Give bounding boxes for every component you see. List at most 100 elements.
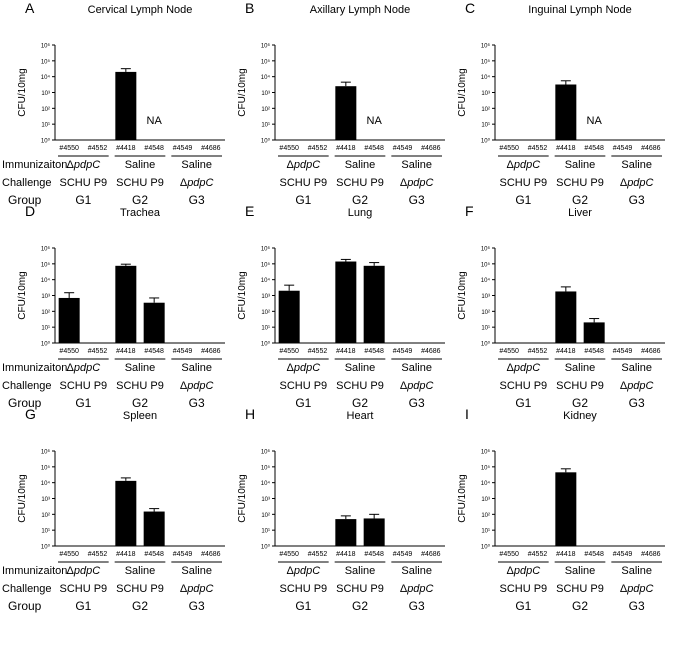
bar xyxy=(115,71,137,140)
immunization-label: Saline xyxy=(565,362,596,374)
y-tick-label: 10¹ xyxy=(481,529,490,535)
x-tick-label: #4548 xyxy=(364,348,384,355)
challenge-text: SCHU P9 xyxy=(556,380,604,392)
panel-letter: E xyxy=(245,203,254,219)
y-tick-label: 10¹ xyxy=(41,326,50,332)
immunization-label: Saline xyxy=(181,159,212,171)
y-tick-label: 10⁶ xyxy=(41,449,51,456)
challenge-label: ΔpdpC xyxy=(620,583,654,595)
immunization-text: Saline xyxy=(345,565,376,577)
group-name: G1 xyxy=(515,599,531,613)
panel-h: H Heart CFU/10mg 10⁰ 10¹ 10² 10³ 10⁴ 10⁵ 10⁶ #4550… xyxy=(237,406,445,613)
challenge-label: ΔpdpC xyxy=(620,380,654,392)
panel-letter: I xyxy=(465,406,469,422)
y-tick-label: 10² xyxy=(261,107,270,113)
y-tick-label: 10⁵ xyxy=(41,58,51,65)
panel-letter: F xyxy=(465,203,474,219)
group-name: G1 xyxy=(295,193,311,207)
y-tick-label: 10² xyxy=(41,310,50,316)
group-name: G3 xyxy=(189,193,205,207)
y-tick-label: 10¹ xyxy=(481,123,490,129)
group-name: G1 xyxy=(295,396,311,410)
x-tick-label: #4418 xyxy=(336,551,356,558)
gene-name: pdpC xyxy=(73,362,100,374)
x-tick-label: #4550 xyxy=(499,145,519,152)
challenge-text: SCHU P9 xyxy=(59,177,107,189)
delta-symbol: Δ xyxy=(507,362,515,374)
y-axis-label: CFU/10mg xyxy=(17,68,28,116)
y-tick-label: 10⁴ xyxy=(481,480,491,487)
y-tick-label: 10¹ xyxy=(261,529,270,535)
immunization-label: ΔpdpC xyxy=(507,159,541,171)
delta-symbol: Δ xyxy=(180,583,188,595)
immunization-text: Saline xyxy=(401,565,432,577)
group-name: G3 xyxy=(409,599,425,613)
y-tick-label: 10³ xyxy=(261,294,270,300)
challenge-label: SCHU P9 xyxy=(336,177,384,189)
immunization-text: Saline xyxy=(125,362,156,374)
challenge-text: SCHU P9 xyxy=(116,583,164,595)
y-tick-label: 10² xyxy=(481,513,490,519)
y-tick-label: 10¹ xyxy=(261,123,270,129)
bar xyxy=(58,297,80,343)
y-axis-label: CFU/10mg xyxy=(457,68,468,116)
group-name: G3 xyxy=(629,396,645,410)
bar xyxy=(143,302,165,343)
x-tick-label: #4418 xyxy=(556,145,576,152)
x-tick-label: #4550 xyxy=(59,145,79,152)
immunization-label: Saline xyxy=(401,565,432,577)
panel-letter: B xyxy=(245,0,254,16)
bar xyxy=(555,84,577,140)
immunization-text: Saline xyxy=(125,565,156,577)
y-tick-label: 10⁰ xyxy=(481,138,491,145)
group-name: G2 xyxy=(572,396,588,410)
group-name: G2 xyxy=(132,396,148,410)
bar xyxy=(363,265,385,343)
challenge-label: SCHU P9 xyxy=(116,380,164,392)
challenge-text: SCHU P9 xyxy=(556,177,604,189)
y-tick-label: 10⁴ xyxy=(481,277,491,284)
challenge-label: SCHU P9 xyxy=(336,583,384,595)
y-tick-label: 10⁶ xyxy=(41,246,51,253)
y-axis-label: CFU/10mg xyxy=(17,271,28,319)
x-tick-label: #4550 xyxy=(499,551,519,558)
row-label-challenge: Challenge xyxy=(2,583,52,595)
x-tick-label: #4418 xyxy=(556,551,576,558)
group-name: G1 xyxy=(295,599,311,613)
challenge-text: SCHU P9 xyxy=(116,380,164,392)
challenge-label: ΔpdpC xyxy=(180,177,214,189)
immunization-text: Saline xyxy=(401,362,432,374)
x-tick-label: #4686 xyxy=(421,551,441,558)
y-tick-label: 10¹ xyxy=(481,326,490,332)
panel-letter: A xyxy=(25,0,35,16)
gene-name: pdpC xyxy=(513,565,540,577)
x-tick-label: #4686 xyxy=(201,145,221,152)
challenge-label: SCHU P9 xyxy=(499,583,547,595)
y-tick-label: 10² xyxy=(41,107,50,113)
immunization-label: ΔpdpC xyxy=(287,159,321,171)
challenge-label: SCHU P9 xyxy=(556,177,604,189)
immunization-text: Saline xyxy=(621,159,652,171)
delta-symbol: Δ xyxy=(67,159,75,171)
gene-name: pdpC xyxy=(513,362,540,374)
y-tick-label: 10³ xyxy=(261,497,270,503)
row-label-group: Group xyxy=(8,599,42,613)
panel-letter: C xyxy=(465,0,475,16)
x-tick-label: #4550 xyxy=(499,348,519,355)
immunization-label: ΔpdpC xyxy=(67,362,101,374)
panel-b: B Axillary Lymph Node CFU/10mg 10⁰ 10¹ 10² 10³… xyxy=(237,0,445,207)
y-tick-label: 10³ xyxy=(41,294,50,300)
x-tick-label: #4686 xyxy=(201,551,221,558)
x-tick-label: #4550 xyxy=(279,551,299,558)
y-axis-label: CFU/10mg xyxy=(457,271,468,319)
immunization-label: ΔpdpC xyxy=(287,362,321,374)
x-tick-label: #4548 xyxy=(364,551,384,558)
immunization-label: Saline xyxy=(565,159,596,171)
x-tick-label: #4549 xyxy=(613,551,633,558)
gene-name: pdpC xyxy=(293,362,320,374)
group-name: G3 xyxy=(189,396,205,410)
challenge-label: SCHU P9 xyxy=(116,177,164,189)
y-tick-label: 10⁶ xyxy=(481,43,491,50)
y-axis-label: CFU/10mg xyxy=(237,68,248,116)
challenge-text: SCHU P9 xyxy=(556,583,604,595)
